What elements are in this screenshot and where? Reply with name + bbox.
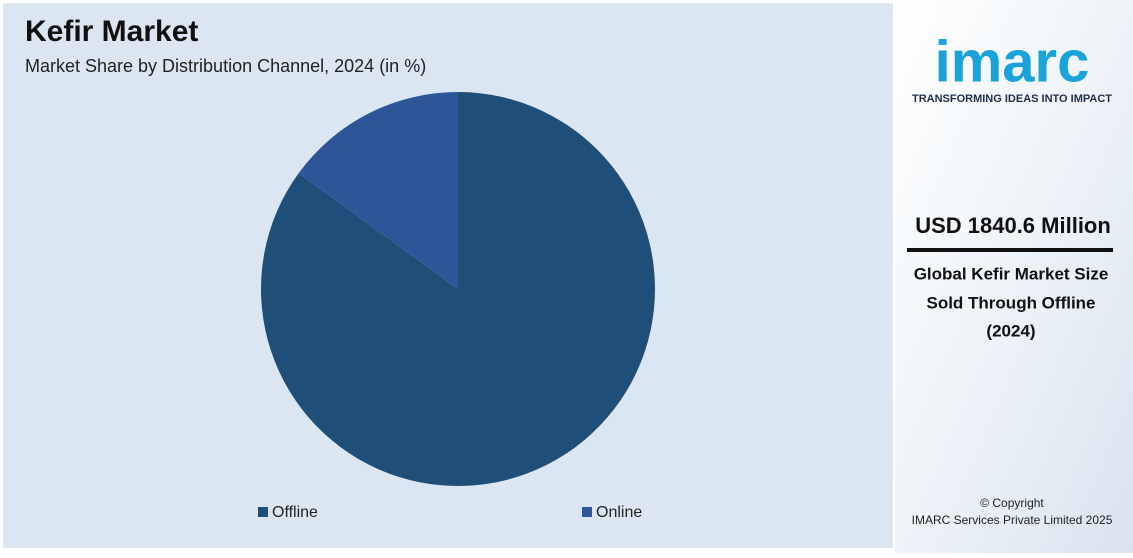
headline: USD 1840.6 Million	[915, 213, 1111, 238]
legend: Offline Online	[258, 504, 642, 521]
legend-swatch	[258, 507, 268, 517]
pie-slice	[298, 92, 458, 289]
legend-label: Offline	[272, 504, 318, 521]
description: Global Kefir Market Size	[914, 264, 1109, 283]
description: (2024)	[986, 321, 1035, 340]
sidebar-panel	[895, 0, 1133, 553]
pie-slice	[261, 92, 656, 486]
pie	[261, 92, 656, 486]
copyright: © Copyright	[980, 496, 1044, 510]
legend-label: Online	[596, 504, 642, 521]
legend-swatch	[582, 507, 592, 517]
description: Sold Through Offline	[926, 293, 1095, 312]
chart-subtitle: Market Share by Distribution Channel, 20…	[25, 56, 426, 76]
chart-title: Kefir Market	[25, 15, 198, 48]
divider	[907, 248, 1113, 252]
logo: imarc	[935, 29, 1090, 94]
tagline: TRANSFORMING IDEAS INTO IMPACT	[912, 93, 1112, 105]
copyright: IMARC Services Private Limited 2025	[912, 513, 1113, 527]
